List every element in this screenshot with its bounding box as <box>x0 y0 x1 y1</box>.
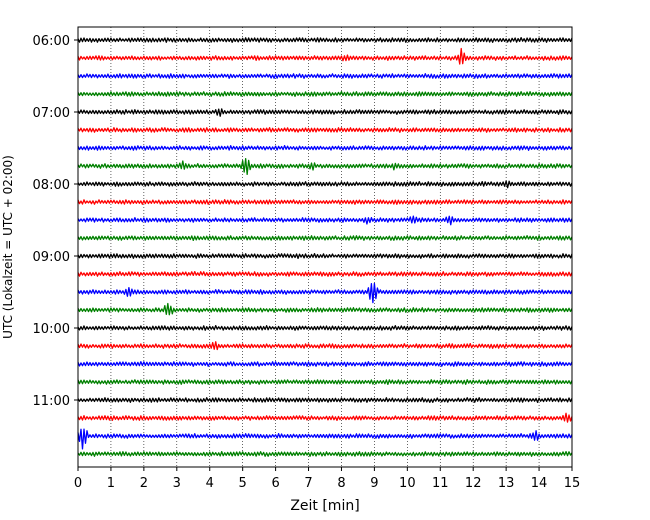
trace-line <box>77 379 573 386</box>
x-tick-label: 11 <box>432 476 449 491</box>
trace-line <box>77 412 573 423</box>
x-tick-label: 6 <box>271 476 279 491</box>
x-axis: 0 1 2 3 4 5 6 7 8 9 10 11 12 13 14 15 <box>74 467 580 491</box>
trace-line <box>77 215 573 226</box>
x-tick-label: 7 <box>304 476 312 491</box>
trace-line <box>77 271 573 277</box>
trace-line <box>77 450 573 457</box>
trace-line <box>77 428 573 450</box>
trace-line <box>77 341 573 351</box>
x-tick-label: 15 <box>564 476 581 491</box>
x-tick-label: 12 <box>465 476 482 491</box>
trace-line <box>77 252 573 260</box>
trace-line <box>77 361 573 367</box>
y-axis-label: UTC (Lokalzeit = UTC + 02:00) <box>1 155 15 339</box>
trace-line <box>77 235 573 242</box>
x-tick-label: 4 <box>206 476 214 491</box>
x-tick-label: 14 <box>531 476 548 491</box>
x-tick-label: 9 <box>370 476 378 491</box>
y-tick-label: 08:00 <box>33 178 70 193</box>
trace-line <box>77 180 573 189</box>
x-tick-label: 2 <box>140 476 148 491</box>
plot-frame <box>77 26 573 468</box>
plot-area <box>77 26 573 468</box>
x-tick-label: 3 <box>173 476 181 491</box>
seismic-traces <box>77 37 573 457</box>
plot-background <box>78 27 572 467</box>
trace-line <box>77 37 573 43</box>
y-tick-label: 11:00 <box>33 394 70 409</box>
y-tick-label: 07:00 <box>33 106 70 121</box>
trace-line <box>77 282 573 304</box>
y-tick-label: 09:00 <box>33 250 70 265</box>
trace-line <box>77 108 573 117</box>
trace-line <box>77 90 573 97</box>
trace-line <box>77 127 573 133</box>
x-tick-label: 10 <box>399 476 416 491</box>
x-tick-label: 1 <box>107 476 115 491</box>
x-tick-label: 13 <box>498 476 515 491</box>
y-tick-label: 10:00 <box>33 322 70 337</box>
x-axis-label: Zeit [min] <box>290 498 359 514</box>
y-tick-label: 06:00 <box>33 34 70 49</box>
trace-line <box>77 158 573 176</box>
x-tick-label: 8 <box>337 476 345 491</box>
trace-line <box>77 199 573 205</box>
trace-line <box>77 47 573 65</box>
x-tick-label: 0 <box>74 476 82 491</box>
trace-line <box>77 397 573 403</box>
trace-line <box>77 73 573 79</box>
y-axis: 06:00 07:00 08:00 09:00 10:00 11:00 <box>33 34 78 409</box>
trace-line <box>77 324 573 331</box>
trace-line <box>77 145 573 151</box>
x-tick-label: 5 <box>239 476 247 491</box>
grid-lines <box>110 27 540 467</box>
trace-line <box>77 302 573 316</box>
